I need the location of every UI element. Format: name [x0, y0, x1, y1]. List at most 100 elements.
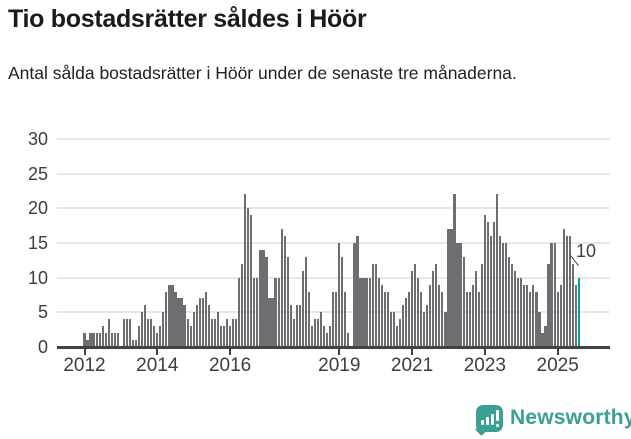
bar	[435, 263, 438, 347]
bar	[122, 319, 126, 347]
newsworthy-bubble-chart-icon	[475, 404, 503, 436]
bar	[219, 326, 223, 347]
bar	[92, 333, 95, 347]
bar	[165, 291, 168, 347]
bar	[477, 291, 480, 347]
x-tick-2012	[83, 349, 86, 355]
bar	[417, 277, 420, 347]
bar	[362, 277, 365, 347]
x-tick-2016	[229, 349, 232, 355]
y-tick-label-20: 20	[27, 198, 48, 219]
bar	[371, 263, 374, 347]
bar	[192, 312, 195, 347]
y-tick-label-15: 15	[27, 233, 48, 253]
bar	[541, 333, 544, 347]
bar	[277, 277, 280, 347]
chart-subtitle: Antal sålda bostadsrätter i Höör under d…	[8, 63, 517, 83]
gridline-y30	[57, 138, 610, 140]
x-tick-label-2023: 2023	[463, 355, 506, 376]
bar	[480, 263, 483, 347]
bar	[410, 270, 414, 347]
bar	[553, 243, 556, 347]
bar	[547, 263, 550, 347]
bar	[83, 333, 86, 347]
plot-area	[57, 138, 610, 347]
last-value-annotation: 10	[576, 241, 597, 261]
bar	[529, 291, 532, 347]
bar	[559, 284, 562, 347]
bar	[380, 284, 383, 347]
gridline-y20	[57, 207, 610, 210]
bar	[235, 319, 238, 347]
bar	[228, 326, 232, 347]
bar	[295, 305, 298, 347]
bar	[89, 333, 92, 347]
bar	[104, 333, 107, 347]
bar	[495, 194, 499, 347]
bar	[520, 277, 523, 347]
bar	[131, 340, 135, 347]
bar	[465, 291, 468, 347]
bar	[514, 270, 517, 347]
bar	[386, 291, 389, 347]
bar	[183, 305, 186, 347]
bar	[404, 298, 408, 347]
x-tick-2025	[556, 349, 559, 355]
bar	[253, 277, 256, 347]
bar	[532, 284, 535, 347]
bar	[517, 277, 520, 347]
x-tick-2014	[156, 349, 159, 355]
newsworthy-logo: Newsworthy	[475, 403, 631, 436]
bar	[271, 298, 274, 347]
bar	[310, 326, 314, 347]
y-tick-label-10: 10	[27, 267, 48, 288]
bar	[174, 291, 177, 347]
bar	[283, 236, 286, 347]
bar	[265, 256, 268, 347]
x-axis-line	[57, 346, 610, 349]
bar	[195, 305, 198, 347]
x-tick-2019	[338, 349, 341, 355]
bar	[222, 326, 226, 347]
bar	[486, 222, 489, 347]
bar	[535, 291, 538, 347]
bar	[526, 284, 529, 347]
bar	[244, 194, 247, 347]
bar	[137, 326, 141, 347]
bar	[159, 326, 162, 347]
bar	[377, 277, 380, 347]
bar	[450, 229, 453, 347]
bar	[459, 243, 462, 347]
y-tick-label-5: 5	[37, 302, 48, 323]
bar	[456, 243, 459, 347]
bar	[544, 326, 547, 347]
bar	[189, 326, 192, 347]
bar	[304, 256, 307, 347]
bar	[453, 194, 456, 347]
bar	[292, 319, 295, 347]
x-tick-2023	[483, 349, 486, 355]
bar	[341, 256, 344, 347]
bar	[156, 333, 159, 347]
bar	[353, 243, 356, 347]
bar	[344, 291, 347, 347]
bar	[198, 298, 201, 347]
x-tick-2021	[411, 349, 414, 355]
bar	[150, 319, 153, 347]
bar	[241, 263, 244, 347]
bar	[359, 277, 362, 347]
bar	[95, 333, 98, 347]
bar	[307, 291, 311, 347]
bar	[538, 312, 541, 347]
bar	[110, 333, 113, 347]
newsworthy-logo-text: Newsworthy	[510, 406, 631, 429]
bar	[250, 215, 253, 347]
bar	[383, 291, 386, 347]
bar	[335, 291, 338, 347]
bar	[356, 236, 359, 347]
bar	[147, 319, 150, 347]
gridline-y25	[57, 172, 610, 175]
bar	[107, 319, 110, 347]
bar	[429, 284, 432, 347]
bar	[407, 291, 411, 347]
